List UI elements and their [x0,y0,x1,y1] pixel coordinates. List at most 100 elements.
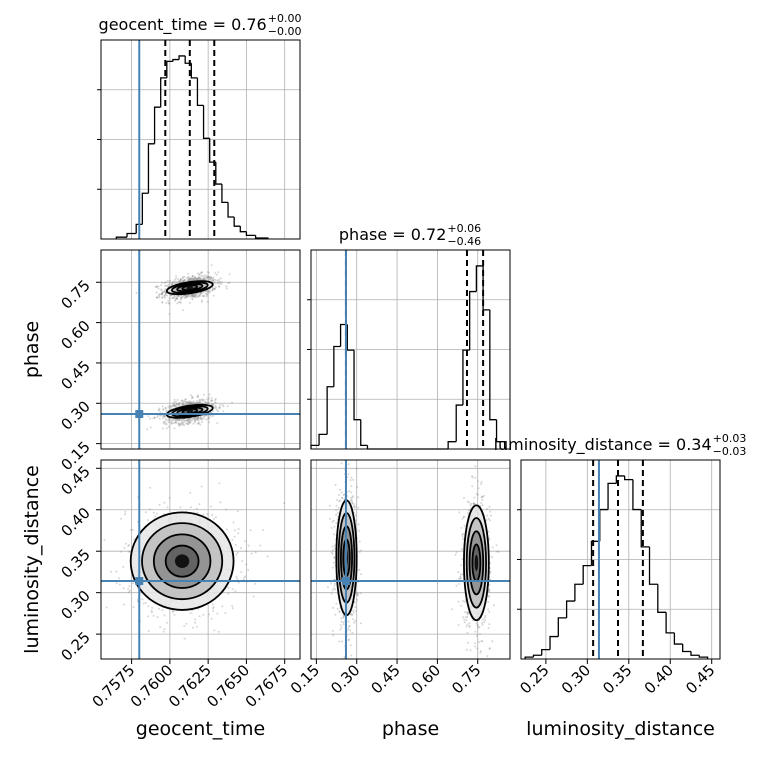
sample-point [176,302,179,305]
sample-point [351,501,354,504]
hist-bin [353,350,361,421]
xaxis-label-luminosity_distance: luminosity_distance [526,718,715,740]
sample-point [175,275,178,278]
sample-point [210,397,213,399]
sample-point [199,418,202,421]
sample-point [486,655,489,658]
sample-point [164,421,166,424]
sample-point [335,522,338,525]
sample-point [197,401,200,404]
sample-point [171,422,174,425]
sample-point [190,419,193,422]
sample-point [247,569,250,571]
sample-point [118,577,120,580]
sample-point [185,296,188,299]
sample-point [204,292,207,295]
sample-point [207,401,210,404]
sample-point [216,612,219,615]
sample-point [356,486,359,489]
sample-point [155,286,158,289]
sample-point [461,517,464,520]
sample-point [178,402,181,405]
sample-point [464,611,467,614]
sample-point [332,561,335,564]
sample-point [349,479,352,482]
sample-point [166,294,168,297]
sample-point [172,404,175,407]
sample-point [347,463,350,466]
sample-point [340,626,343,629]
sample-point [481,640,484,643]
sample-point [458,577,461,580]
sample-point [351,614,353,617]
hist-bin [333,345,341,387]
sample-point [342,621,345,624]
sample-point [331,545,334,548]
sample-point [190,279,193,282]
sample-point [210,279,213,282]
sample-point [360,573,362,576]
sample-point [198,294,200,297]
sample-point [188,277,191,280]
sample-point [193,295,196,298]
sample-point [174,420,177,423]
sample-point [166,621,168,624]
sample-point [357,594,359,597]
sample-point [128,591,130,594]
sample-point [179,279,182,282]
sample-point [474,476,477,479]
sample-point [180,421,183,424]
sample-point [157,295,160,298]
sample-point [180,419,183,421]
sample-point [182,403,185,406]
sample-point [479,650,482,652]
sample-point [333,547,336,550]
sample-point [210,276,213,279]
sample-point [489,510,492,513]
sample-point [353,503,356,506]
sample-point [176,418,179,421]
truth-marker [341,577,350,586]
sample-point [213,287,216,290]
sample-point [467,612,470,614]
sample-point [156,414,159,417]
sample-point [355,467,358,470]
sample-point [185,401,188,404]
sample-point [209,278,212,280]
sample-point [165,284,168,287]
sample-point [167,419,170,422]
sample-point [194,277,197,280]
sample-point [202,513,205,516]
sample-point [124,510,127,513]
sample-point [172,281,175,283]
sample-point [187,401,190,404]
sample-point [189,612,192,615]
sample-point [188,279,191,282]
sample-point [214,516,217,519]
sample-point [330,592,333,595]
sample-point [489,571,492,573]
sample-point [468,501,471,504]
sample-point [156,285,159,288]
sample-point [350,654,353,657]
panel-frame [100,249,301,450]
sample-point [181,279,184,282]
ytick-label-luminosity_distance: 0.30 [57,587,93,623]
sample-point [149,508,151,511]
sample-point [328,504,331,507]
sample-point [218,282,221,285]
sample-point [206,401,209,404]
sample-point [161,609,164,612]
sample-point [149,426,152,429]
sample-point [197,418,200,420]
hist-bin [648,546,658,585]
sample-point [192,275,194,277]
sample-point [474,642,477,645]
sample-point [462,600,465,603]
sample-point [120,517,122,520]
sample-point [206,293,209,296]
ytick-label-luminosity_distance: 0.25 [57,628,93,664]
sample-point [191,295,194,298]
sample-point [172,419,175,422]
sample-point [163,295,166,298]
